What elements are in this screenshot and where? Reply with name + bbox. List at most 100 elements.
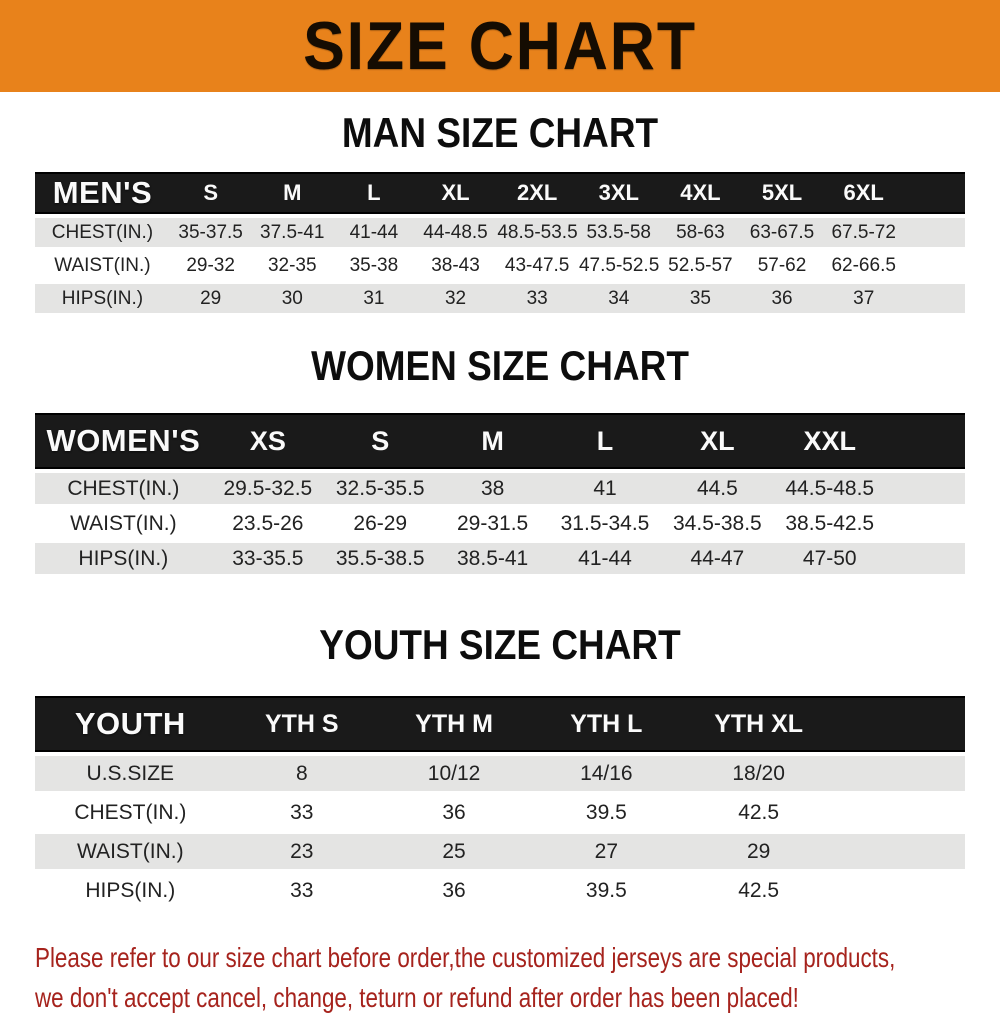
size-cell: 32-35 bbox=[251, 251, 334, 280]
size-cell: 53.5-58 bbox=[577, 218, 660, 247]
size-column-header: S bbox=[324, 413, 437, 469]
row-spacer bbox=[885, 473, 965, 504]
size-cell: 18/20 bbox=[682, 756, 835, 791]
row-spacer bbox=[904, 284, 965, 313]
size-table: YOUTH YTH S YTH M YTH L YTH XL U.S.SIZE 8 10/1… bbox=[35, 692, 965, 912]
size-cell: 29-32 bbox=[169, 251, 252, 280]
size-cell: 29 bbox=[682, 834, 835, 869]
header-spacer bbox=[904, 172, 965, 214]
size-cell: 63-67.5 bbox=[741, 218, 823, 247]
size-column-header: M bbox=[251, 172, 334, 214]
size-cell: 39.5 bbox=[530, 873, 683, 908]
size-column-header: L bbox=[548, 413, 662, 469]
banner: SIZE CHART bbox=[0, 0, 1000, 92]
row-spacer bbox=[834, 756, 965, 791]
size-cell: 33-35.5 bbox=[211, 543, 325, 574]
size-cell: 58-63 bbox=[659, 218, 742, 247]
size-cell: 23.5-26 bbox=[211, 508, 325, 539]
table-row: WAIST(IN.) 29-32 32-35 35-38 38-43 43-47.5 47.… bbox=[35, 251, 965, 280]
size-cell: 48.5-53.5 bbox=[496, 218, 578, 247]
size-cell: 36 bbox=[377, 873, 531, 908]
table-row: HIPS(IN.) 33-35.5 35.5-38.5 38.5-41 41-44 44-… bbox=[35, 543, 965, 574]
size-column-header: XS bbox=[211, 413, 325, 469]
banner-title: SIZE CHART bbox=[303, 8, 697, 84]
table-row: U.S.SIZE 8 10/12 14/16 18/20 bbox=[35, 756, 965, 791]
row-spacer bbox=[834, 795, 965, 830]
size-cell: 25 bbox=[377, 834, 531, 869]
size-cell: 44.5 bbox=[661, 473, 774, 504]
section-heading: YOUTH SIZE CHART bbox=[319, 621, 681, 668]
size-cell: 44.5-48.5 bbox=[773, 473, 886, 504]
size-cell: 27 bbox=[530, 834, 683, 869]
row-label: HIPS(IN.) bbox=[35, 873, 226, 908]
notice-line-1: Please refer to our size chart before or… bbox=[35, 942, 896, 973]
size-column-header: 5XL bbox=[741, 172, 823, 214]
table-group-label: MEN'S bbox=[35, 172, 170, 214]
row-label: WAIST(IN.) bbox=[35, 508, 212, 539]
size-cell: 47-50 bbox=[773, 543, 886, 574]
size-cell: 38 bbox=[436, 473, 549, 504]
table-row: HIPS(IN.) 29 30 31 32 33 34 35 36 37 bbox=[35, 284, 965, 313]
table-row: HIPS(IN.) 33 36 39.5 42.5 bbox=[35, 873, 965, 908]
size-cell: 47.5-52.5 bbox=[577, 251, 660, 280]
size-cell: 42.5 bbox=[682, 795, 835, 830]
size-column-header: YTH S bbox=[225, 696, 378, 752]
size-cell: 52.5-57 bbox=[659, 251, 742, 280]
size-section: MAN SIZE CHART MEN'S S M L XL 2XL 3XL 4XL 5XL 6XL… bbox=[0, 112, 1000, 317]
table-row: WAIST(IN.) 23 25 27 29 bbox=[35, 834, 965, 869]
size-cell: 26-29 bbox=[324, 508, 437, 539]
table-row: CHEST(IN.) 35-37.5 37.5-41 41-44 44-48.5 48.5… bbox=[35, 218, 965, 247]
row-label: CHEST(IN.) bbox=[35, 218, 170, 247]
size-cell: 10/12 bbox=[377, 756, 531, 791]
row-label: WAIST(IN.) bbox=[35, 251, 170, 280]
size-cell: 37 bbox=[822, 284, 905, 313]
table-row: CHEST(IN.) 33 36 39.5 42.5 bbox=[35, 795, 965, 830]
size-cell: 35-37.5 bbox=[169, 218, 252, 247]
size-column-header: XL bbox=[414, 172, 497, 214]
size-column-header: XL bbox=[661, 413, 774, 469]
table-header-row: WOMEN'S XS S M L XL XXL bbox=[35, 413, 965, 469]
row-spacer bbox=[834, 834, 965, 869]
size-cell: 34 bbox=[577, 284, 660, 313]
size-cell: 62-66.5 bbox=[822, 251, 905, 280]
size-cell: 29.5-32.5 bbox=[211, 473, 325, 504]
size-cell: 33 bbox=[496, 284, 578, 313]
size-column-header: S bbox=[169, 172, 252, 214]
size-cell: 34.5-38.5 bbox=[661, 508, 774, 539]
row-label: HIPS(IN.) bbox=[35, 543, 212, 574]
size-cell: 37.5-41 bbox=[251, 218, 334, 247]
size-cell: 33 bbox=[225, 795, 378, 830]
size-cell: 38-43 bbox=[414, 251, 497, 280]
size-column-header: 4XL bbox=[659, 172, 742, 214]
size-cell: 32 bbox=[414, 284, 497, 313]
row-spacer bbox=[885, 508, 965, 539]
row-label: CHEST(IN.) bbox=[35, 795, 226, 830]
table-group-label: WOMEN'S bbox=[35, 413, 212, 469]
size-cell: 35-38 bbox=[333, 251, 415, 280]
size-column-header: YTH XL bbox=[682, 696, 835, 752]
row-spacer bbox=[904, 251, 965, 280]
size-cell: 29-31.5 bbox=[436, 508, 549, 539]
size-cell: 36 bbox=[377, 795, 531, 830]
size-column-header: XXL bbox=[773, 413, 886, 469]
size-cell: 41-44 bbox=[333, 218, 415, 247]
size-column-header: 2XL bbox=[496, 172, 578, 214]
header-spacer bbox=[885, 413, 965, 469]
size-cell: 44-48.5 bbox=[414, 218, 497, 247]
size-cell: 8 bbox=[225, 756, 378, 791]
size-cell: 29 bbox=[169, 284, 252, 313]
size-cell: 67.5-72 bbox=[822, 218, 905, 247]
size-column-header: YTH L bbox=[530, 696, 683, 752]
size-cell: 42.5 bbox=[682, 873, 835, 908]
size-cell: 35 bbox=[659, 284, 742, 313]
section-heading: MAN SIZE CHART bbox=[341, 109, 659, 156]
size-cell: 44-47 bbox=[661, 543, 774, 574]
table-header-row: MEN'S S M L XL 2XL 3XL 4XL 5XL 6XL bbox=[35, 172, 965, 214]
size-cell: 30 bbox=[251, 284, 334, 313]
notice-line-2: we don't accept cancel, change, teturn o… bbox=[35, 982, 799, 1013]
size-column-header: 6XL bbox=[822, 172, 905, 214]
row-label: CHEST(IN.) bbox=[35, 473, 212, 504]
size-cell: 57-62 bbox=[741, 251, 823, 280]
size-column-header: 3XL bbox=[577, 172, 660, 214]
